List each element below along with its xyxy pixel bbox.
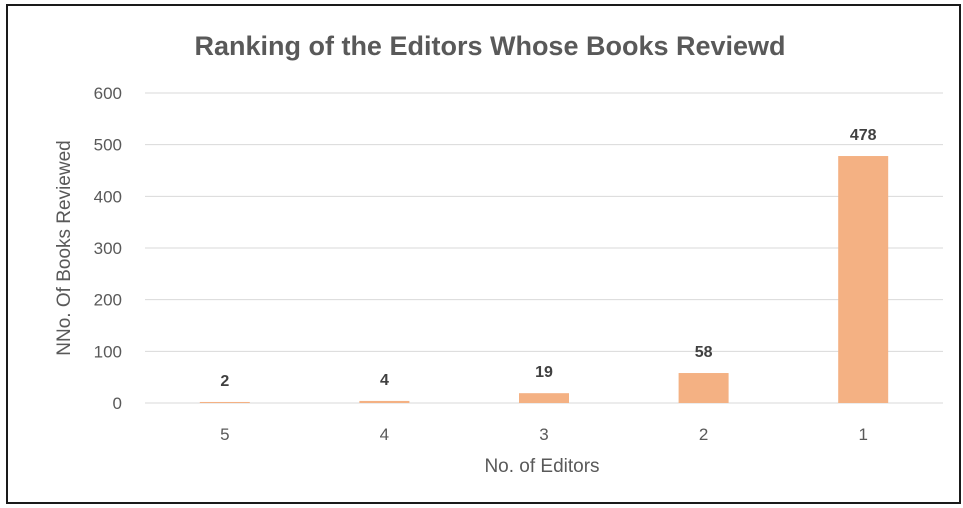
chart-frame	[6, 4, 961, 504]
y-tick-label: 100	[94, 342, 122, 361]
bar	[199, 401, 250, 403]
x-axis-label: No. of Editors	[484, 456, 599, 477]
bar	[519, 393, 569, 403]
x-tick-label: 2	[699, 425, 708, 444]
y-tick-label: 300	[94, 239, 122, 258]
x-tick-label: 3	[539, 425, 548, 444]
data-label: 58	[695, 344, 713, 361]
y-axis-ticks: 0 100 200 300 400 500 600	[94, 84, 122, 413]
data-label: 2	[220, 373, 229, 390]
y-tick-label: 400	[94, 187, 122, 206]
y-tick-label: 600	[94, 84, 122, 103]
bar	[838, 156, 889, 403]
x-tick-label: 5	[220, 425, 229, 444]
y-tick-label: 0	[113, 394, 122, 413]
data-label: 19	[535, 364, 553, 381]
data-label: 4	[380, 372, 389, 389]
x-tick-label: 4	[380, 425, 389, 444]
chart-title: Ranking of the Editors Whose Books Revie…	[194, 31, 785, 61]
y-tick-label: 200	[94, 291, 122, 310]
y-tick-label: 500	[94, 136, 122, 155]
data-label: 478	[850, 127, 877, 144]
bars: 2 4 19 58 478	[199, 127, 889, 403]
gridlines	[145, 92, 943, 404]
bar	[678, 373, 729, 403]
x-tick-label: 1	[858, 425, 867, 444]
bar	[359, 400, 410, 403]
x-axis-ticks: 5 4 3 2 1	[220, 425, 868, 444]
y-axis-label: NNo. Of Books Reviewed	[54, 140, 75, 355]
